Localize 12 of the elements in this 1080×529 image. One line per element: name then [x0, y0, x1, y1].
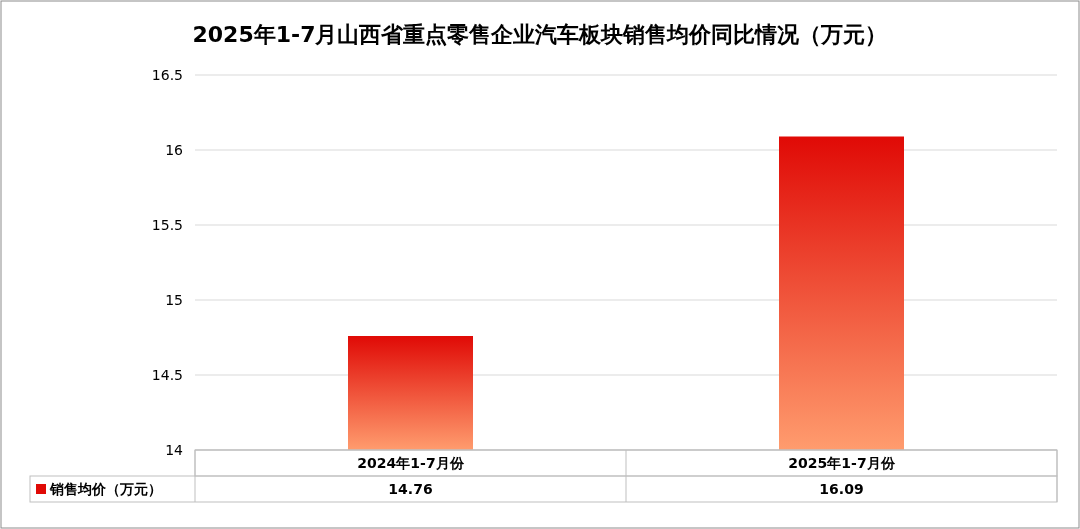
- data-label: 16.09: [819, 481, 864, 497]
- y-tick-label: 16.5: [151, 67, 183, 83]
- legend-label: 销售均价（万元）: [49, 481, 162, 497]
- y-tick-label: 15: [165, 292, 183, 308]
- y-tick-label: 14: [165, 442, 184, 458]
- y-tick-label: 15.5: [151, 217, 183, 233]
- chart-title: 2025年1-7月山西省重点零售企业汽车板块销售均价同比情况（万元）: [192, 22, 888, 47]
- x-tick-label: 2024年1-7月份: [357, 455, 465, 471]
- y-tick-label: 14.5: [151, 367, 183, 383]
- data-label: 14.76: [388, 481, 433, 497]
- x-tick-label: 2025年1-7月份: [788, 455, 896, 471]
- y-tick-label: 16: [165, 142, 184, 158]
